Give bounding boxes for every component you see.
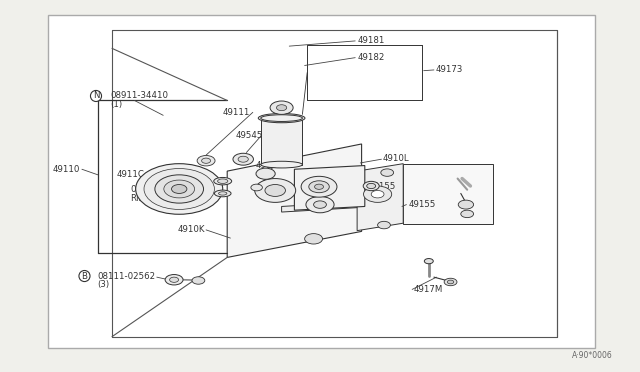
Bar <box>261 118 302 165</box>
Text: 49155: 49155 <box>408 200 436 209</box>
Text: 49155: 49155 <box>369 182 396 191</box>
Text: 4910L: 4910L <box>383 154 410 163</box>
Text: 4917M: 4917M <box>413 285 443 294</box>
Text: (3): (3) <box>97 280 109 289</box>
Text: 4911E: 4911E <box>256 161 284 170</box>
Text: 49182: 49182 <box>357 53 385 62</box>
Circle shape <box>144 169 214 209</box>
Polygon shape <box>403 164 493 224</box>
Polygon shape <box>357 164 403 231</box>
Ellipse shape <box>259 113 305 123</box>
Ellipse shape <box>214 190 231 197</box>
Circle shape <box>461 210 474 218</box>
Polygon shape <box>294 166 365 210</box>
Text: 49111: 49111 <box>223 108 250 117</box>
Circle shape <box>276 105 287 111</box>
Circle shape <box>447 280 454 284</box>
Text: (1): (1) <box>110 100 122 109</box>
Text: 4911C: 4911C <box>116 170 145 179</box>
Circle shape <box>192 277 205 284</box>
Circle shape <box>155 175 204 203</box>
Circle shape <box>202 158 211 163</box>
Circle shape <box>136 164 223 214</box>
Circle shape <box>256 168 275 179</box>
Circle shape <box>238 156 248 162</box>
Circle shape <box>371 190 384 198</box>
Circle shape <box>172 185 187 193</box>
Text: 00922-23500: 00922-23500 <box>131 185 189 194</box>
Circle shape <box>251 184 262 191</box>
Circle shape <box>378 221 390 229</box>
Text: B: B <box>81 272 88 280</box>
Circle shape <box>314 201 326 208</box>
Ellipse shape <box>214 177 232 185</box>
Ellipse shape <box>364 182 380 191</box>
Text: 08911-34410: 08911-34410 <box>110 92 168 100</box>
Ellipse shape <box>261 161 303 168</box>
Circle shape <box>305 234 323 244</box>
Circle shape <box>164 180 195 198</box>
Ellipse shape <box>261 115 303 122</box>
Text: 4910K: 4910K <box>178 225 205 234</box>
Polygon shape <box>227 144 362 257</box>
Circle shape <box>270 101 293 115</box>
Text: 49545: 49545 <box>236 131 263 140</box>
Circle shape <box>381 169 394 176</box>
Text: N: N <box>93 92 99 100</box>
Circle shape <box>233 153 253 165</box>
Ellipse shape <box>218 179 228 183</box>
Ellipse shape <box>218 192 227 195</box>
Polygon shape <box>282 201 378 212</box>
Circle shape <box>309 181 330 193</box>
Circle shape <box>364 186 392 202</box>
Circle shape <box>444 278 457 286</box>
Ellipse shape <box>261 114 303 122</box>
Text: 49173: 49173 <box>435 65 463 74</box>
Text: 08111-02562: 08111-02562 <box>97 272 156 280</box>
Ellipse shape <box>367 183 376 189</box>
Circle shape <box>306 196 334 213</box>
Circle shape <box>265 185 285 196</box>
Text: 49110: 49110 <box>52 165 80 174</box>
Circle shape <box>197 155 215 166</box>
Text: RINGリング(1): RINGリング(1) <box>131 193 180 202</box>
Circle shape <box>458 200 474 209</box>
Circle shape <box>165 275 183 285</box>
Circle shape <box>170 277 179 282</box>
Circle shape <box>314 184 324 189</box>
Circle shape <box>255 179 296 202</box>
Text: A·90*0006: A·90*0006 <box>572 351 613 360</box>
Bar <box>48 15 595 348</box>
Circle shape <box>301 176 337 197</box>
Text: 49181: 49181 <box>357 36 385 45</box>
Ellipse shape <box>424 259 433 264</box>
